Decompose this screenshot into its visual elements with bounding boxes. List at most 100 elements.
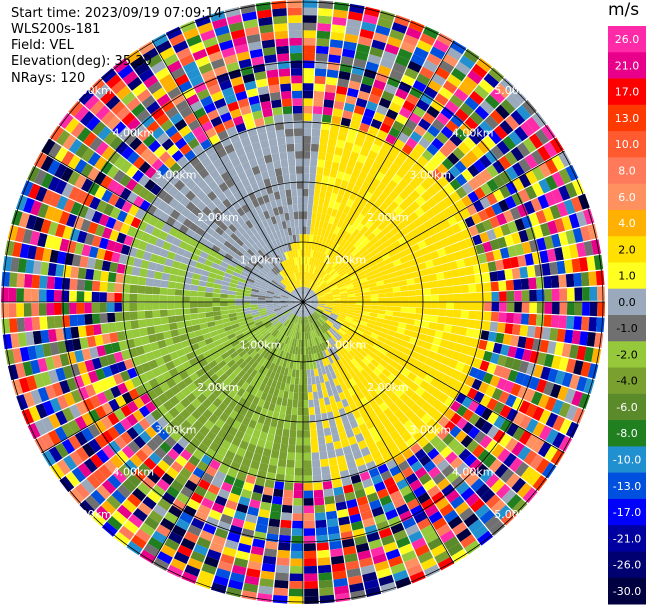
range-gate: [94, 156, 107, 171]
range-gate: [86, 335, 97, 348]
range-gate: [288, 588, 303, 597]
range-gate: [228, 312, 237, 318]
range-gate: [151, 397, 163, 409]
range-gate: [410, 442, 422, 455]
range-gate: [376, 567, 392, 579]
range-gate: [272, 8, 287, 17]
range-gate: [352, 210, 361, 220]
range-gate: [66, 240, 77, 254]
range-gate: [229, 316, 238, 322]
range-gate: [120, 404, 132, 418]
range-gate: [327, 239, 334, 249]
range-gate: [483, 282, 492, 292]
range-gate: [308, 257, 313, 265]
range-gate: [440, 106, 455, 120]
range-gate: [479, 154, 492, 169]
range-gate: [466, 439, 479, 453]
range-gate: [205, 163, 217, 174]
range-gate: [558, 315, 567, 329]
range-gate: [303, 520, 315, 529]
range-gate: [109, 229, 120, 242]
range-gate: [322, 350, 328, 359]
range-gate: [16, 288, 24, 302]
range-gate: [77, 361, 88, 375]
range-gate: [66, 351, 77, 365]
range-gate: [321, 253, 327, 262]
range-gate: [337, 132, 348, 142]
range-gate: [124, 459, 138, 473]
range-gate: [545, 428, 559, 445]
range-gate: [385, 108, 399, 120]
range-gate: [336, 400, 344, 410]
range-gate: [314, 321, 320, 329]
range-gate: [404, 398, 416, 409]
range-gate: [389, 392, 400, 403]
range-gate: [214, 25, 230, 37]
range-gate: [172, 374, 183, 385]
range-gate: [246, 277, 255, 284]
range-gate: [596, 317, 605, 333]
range-gate: [252, 243, 260, 252]
range-gate: [405, 524, 420, 537]
range-gate: [244, 355, 253, 364]
range-gate: [453, 380, 465, 392]
range-gate: [213, 452, 225, 464]
range-gate: [168, 407, 180, 419]
range-gate: [418, 333, 427, 342]
range-gate: [453, 285, 462, 294]
range-gate: [54, 426, 68, 442]
range-gate: [289, 305, 297, 309]
range-gate: [221, 314, 230, 320]
range-gate: [23, 391, 36, 408]
range-gate: [321, 114, 332, 123]
range-gate: [62, 134, 77, 150]
range-gate: [262, 359, 269, 368]
range-gate: [226, 14, 243, 25]
range-gate: [413, 276, 423, 284]
range-gate: [236, 314, 245, 320]
range-gate: [142, 476, 156, 490]
range-gate: [76, 279, 86, 291]
range-gate: [198, 280, 207, 287]
range-gate: [42, 189, 55, 205]
range-gate: [537, 394, 550, 409]
range-gate: [511, 477, 526, 494]
range-gate: [378, 401, 389, 412]
range-gate: [299, 226, 303, 235]
range-gate: [130, 320, 139, 330]
range-gate: [47, 429, 62, 446]
range-gate: [212, 207, 222, 217]
range-gate: [284, 344, 289, 353]
range-gate: [203, 419, 215, 431]
range-gate: [467, 426, 481, 440]
range-gate: [285, 276, 291, 284]
range-gate: [297, 203, 303, 212]
range-gate: [405, 272, 414, 280]
range-gate: [455, 108, 469, 122]
range-gate: [372, 252, 382, 261]
range-gate: [316, 292, 325, 297]
range-gate: [310, 429, 318, 438]
range-gate: [62, 365, 74, 379]
range-gate: [312, 337, 317, 346]
range-gate: [314, 345, 320, 353]
range-gate: [176, 321, 185, 329]
range-gate: [427, 447, 440, 460]
range-gate: [281, 197, 288, 206]
range-gate: [235, 250, 245, 258]
range-gate: [550, 449, 565, 466]
range-gate: [196, 403, 207, 415]
range-gate: [444, 408, 456, 421]
range-gate: [468, 413, 481, 426]
range-gate: [303, 294, 305, 302]
range-gate: [517, 254, 527, 267]
range-gate: [404, 362, 415, 372]
range-gate: [566, 302, 575, 316]
range-gate: [250, 235, 259, 244]
range-gate: [174, 179, 186, 191]
range-gate: [443, 270, 452, 279]
range-gate: [387, 413, 398, 424]
range-gate: [235, 333, 245, 340]
range-gate: [561, 215, 573, 231]
range-gate: [61, 423, 75, 438]
